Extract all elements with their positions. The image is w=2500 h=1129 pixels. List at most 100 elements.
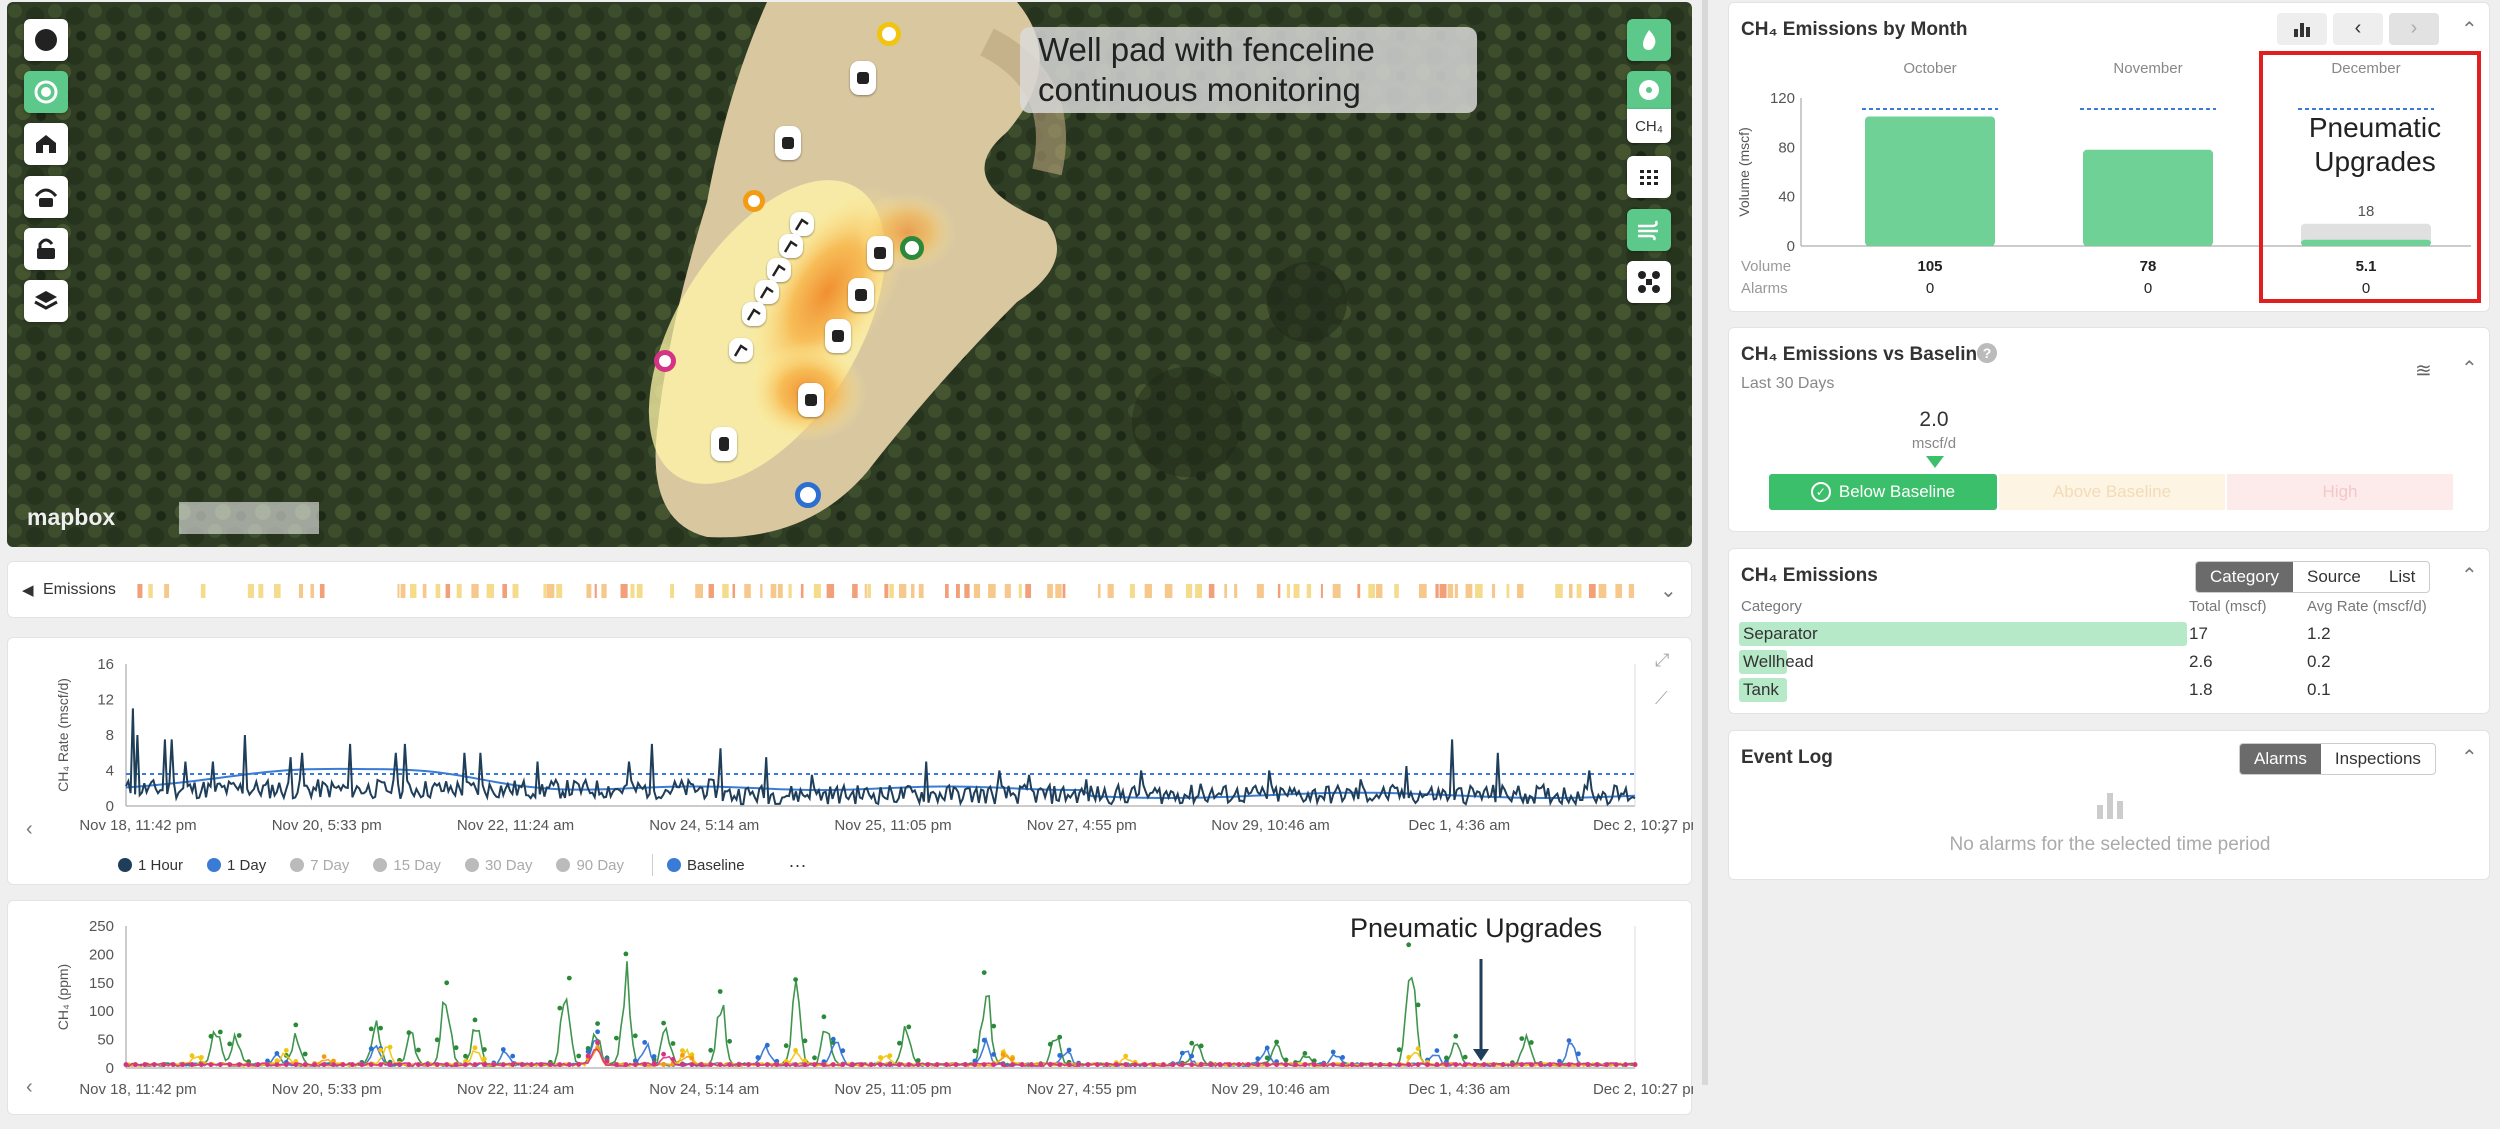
ppm-point bbox=[1528, 1040, 1534, 1045]
ppm-point bbox=[1434, 1048, 1440, 1053]
map-view[interactable]: Well pad with fenceline continuous monit… bbox=[7, 2, 1692, 547]
emission-tick bbox=[964, 584, 970, 598]
help-icon[interactable]: ? bbox=[1977, 343, 1997, 363]
fenceline-sensor[interactable] bbox=[877, 22, 901, 46]
ppm-point bbox=[934, 1062, 940, 1067]
tab-alarms[interactable]: Alarms bbox=[2240, 744, 2321, 774]
ppm-point bbox=[472, 1045, 478, 1051]
ppm-point bbox=[981, 1037, 987, 1043]
chevron-up-icon[interactable]: ⌃ bbox=[2461, 747, 2478, 769]
emissions-by-month-card: CH₄ Emissions by Month ‹ › ⌃ 120 80 40 0 Vol… bbox=[1728, 2, 2490, 312]
ppm-point bbox=[538, 1062, 544, 1067]
wellhead-pin[interactable] bbox=[767, 258, 791, 282]
ppm-point bbox=[830, 1062, 836, 1067]
grid-button[interactable] bbox=[1627, 156, 1671, 198]
panel-scrollbar[interactable] bbox=[1702, 0, 1708, 1085]
flame-button[interactable] bbox=[1627, 19, 1671, 61]
drone-button[interactable] bbox=[1627, 261, 1671, 303]
legend-item[interactable]: 30 Day bbox=[464, 857, 532, 874]
emissions-timeline[interactable]: ◀ Emissions ⌄ bbox=[7, 561, 1692, 618]
expand-icon[interactable]: ⤢ bbox=[1655, 650, 1670, 670]
chevron-up-icon[interactable]: ⌃ bbox=[2461, 565, 2478, 587]
ppm-point bbox=[878, 1055, 883, 1060]
wellhead-pin[interactable] bbox=[779, 234, 803, 258]
tank-pin[interactable] bbox=[711, 427, 737, 461]
lock-button[interactable] bbox=[24, 228, 68, 270]
legend-item[interactable]: 15 Day bbox=[373, 857, 441, 874]
ppm-point bbox=[783, 1062, 789, 1067]
wellhead-pin[interactable] bbox=[729, 338, 753, 362]
tab-inspections[interactable]: Inspections bbox=[2334, 749, 2421, 768]
emission-tick bbox=[1506, 584, 1510, 598]
ppm-point bbox=[849, 1062, 855, 1067]
ppm-point bbox=[416, 1047, 421, 1053]
emission-tick bbox=[620, 584, 628, 598]
legend-more-button[interactable]: ··· bbox=[788, 854, 807, 875]
ppm-point bbox=[510, 1053, 516, 1059]
next-month-button[interactable]: › bbox=[2389, 13, 2439, 45]
separator-pin[interactable] bbox=[867, 236, 893, 270]
ppm-point bbox=[472, 1017, 478, 1023]
separator-pin[interactable] bbox=[825, 319, 851, 353]
pumpjack-icon bbox=[794, 218, 809, 231]
ppm-point bbox=[906, 1024, 912, 1030]
legend-item[interactable]: 1 Day bbox=[207, 857, 266, 874]
ppm-point bbox=[708, 1047, 714, 1053]
gateway-button[interactable] bbox=[24, 176, 68, 218]
chevron-right-icon[interactable]: › bbox=[1663, 818, 1670, 840]
tab-list[interactable]: List bbox=[2388, 567, 2416, 586]
legend-item[interactable]: Baseline bbox=[667, 857, 745, 874]
ppm-point bbox=[312, 1062, 317, 1067]
ppm-point bbox=[887, 1053, 893, 1059]
sensor-button[interactable] bbox=[24, 71, 68, 113]
wind-button[interactable] bbox=[1627, 209, 1671, 251]
emission-tick bbox=[1435, 584, 1439, 598]
event-log-tabs: Alarms Inspections bbox=[2239, 743, 2436, 775]
chevron-up-icon[interactable]: ⌃ bbox=[2461, 358, 2478, 380]
baseline-settings-icon[interactable]: ≊ bbox=[2415, 360, 2432, 382]
separator-pin[interactable] bbox=[798, 383, 824, 417]
chevron-up-icon[interactable]: ⌃ bbox=[2461, 19, 2478, 41]
prev-month-button[interactable]: ‹ bbox=[2333, 13, 2383, 45]
chevron-left-icon[interactable]: ‹ bbox=[26, 818, 33, 840]
fenceline-sensor[interactable] bbox=[900, 236, 924, 260]
facility-button[interactable] bbox=[24, 123, 68, 165]
compare-icon[interactable]: ⟋ bbox=[1655, 688, 1668, 708]
fan-icon bbox=[1639, 80, 1659, 100]
compass-button[interactable] bbox=[24, 19, 68, 61]
wellhead-pin[interactable] bbox=[790, 212, 814, 236]
ppm-point bbox=[963, 1062, 968, 1067]
fenceline-sensor[interactable] bbox=[795, 482, 821, 508]
ppm-point bbox=[1462, 1054, 1468, 1060]
ch4-layer-label[interactable]: CH₄ bbox=[1627, 109, 1671, 143]
emission-tick bbox=[1107, 584, 1114, 598]
chevron-right-icon[interactable]: › bbox=[1663, 1076, 1670, 1098]
fenceline-sensor[interactable] bbox=[654, 350, 676, 372]
fenceline-sensor[interactable] bbox=[743, 190, 765, 212]
emission-tick bbox=[435, 584, 441, 598]
wellhead-pin[interactable] bbox=[742, 302, 766, 326]
tank-icon bbox=[832, 330, 844, 342]
legend-item[interactable]: 90 Day bbox=[556, 857, 624, 874]
separator-pin[interactable] bbox=[775, 126, 801, 160]
tab-source[interactable]: Source bbox=[2306, 567, 2361, 586]
legend-item[interactable]: 7 Day bbox=[290, 857, 349, 874]
rate-chart[interactable]: 16 12 8 4 0 CH₄ Rate (mscf/d) Nov 18, 11:42 pm… bbox=[8, 638, 1693, 838]
ppm-point bbox=[661, 1062, 666, 1067]
separator-pin[interactable] bbox=[850, 61, 876, 95]
chevron-down-icon[interactable]: ⌄ bbox=[1660, 580, 1677, 602]
ppm-point bbox=[161, 1062, 167, 1067]
legend-item[interactable]: 1 Hour bbox=[118, 857, 183, 874]
ppm-point bbox=[133, 1062, 138, 1067]
emission-tick bbox=[1185, 584, 1193, 598]
emissions-strip-label: Emissions bbox=[43, 581, 116, 598]
tab-category[interactable]: Category bbox=[2196, 562, 2293, 592]
layers-button[interactable] bbox=[24, 280, 68, 322]
fan-button[interactable] bbox=[1627, 71, 1671, 109]
wellhead-pin[interactable] bbox=[755, 280, 779, 304]
ppm-chart[interactable]: 250 200 150 100 50 0 CH₄ (ppm) Nov 18, 11:42 pm… bbox=[8, 901, 1693, 1116]
mapbox-logo: mapbox bbox=[27, 504, 116, 530]
separator-pin[interactable] bbox=[848, 278, 874, 312]
bar-chart-toggle[interactable] bbox=[2277, 13, 2327, 45]
chevron-left-icon[interactable]: ‹ bbox=[26, 1076, 33, 1098]
